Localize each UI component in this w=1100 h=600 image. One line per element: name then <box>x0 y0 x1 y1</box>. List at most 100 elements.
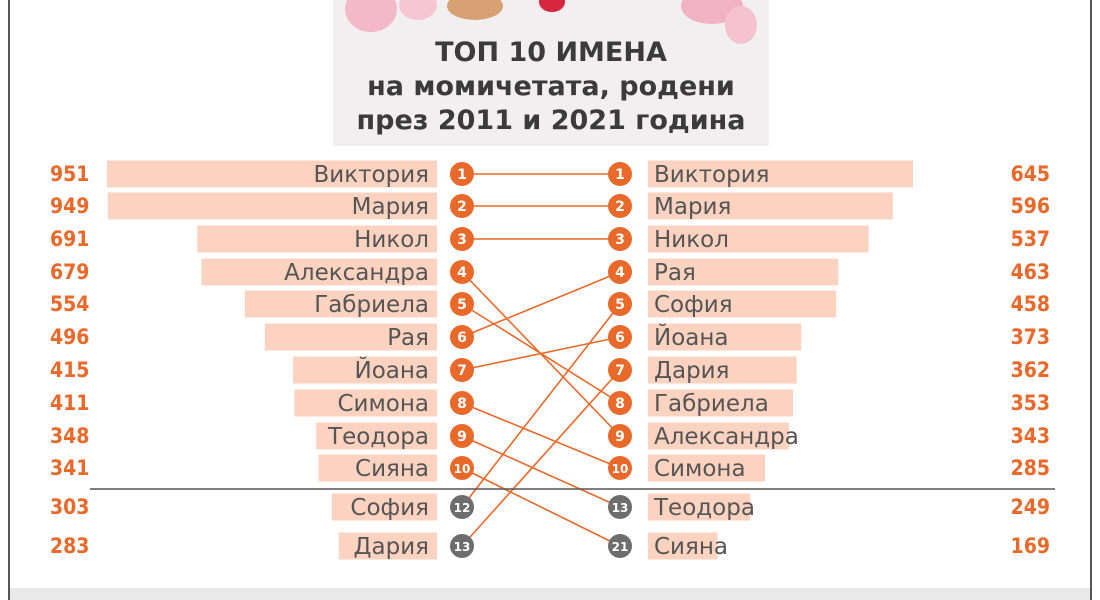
value-2011-София: 303 <box>50 495 89 519</box>
name-2021-Рая: Рая <box>654 260 696 286</box>
name-2011-Никол: Никол <box>354 227 429 253</box>
bar-2011-Рая <box>264 323 437 351</box>
rank-2011-Сияна <box>450 456 474 480</box>
bar-2021-Никол <box>648 225 869 253</box>
bar-2021-Дария <box>648 356 797 384</box>
bar-2021-Симона <box>648 454 766 482</box>
name-2011-София: София <box>350 495 429 521</box>
rank-2011-Виктория <box>450 162 474 186</box>
rank-2021-Симона <box>608 456 632 480</box>
title-line-1: ТОП 10 ИМЕНА <box>435 37 667 68</box>
rank-label-2011-Мария: 2 <box>457 199 467 215</box>
bar-2011-Йоана <box>292 356 437 384</box>
link-София <box>461 303 621 508</box>
bar-2021-Виктория <box>648 160 913 188</box>
rank-2011-София <box>450 495 474 519</box>
rank-label-2021-Никол: 3 <box>615 232 625 248</box>
rank-label-2021-Йоана: 6 <box>615 330 625 346</box>
rank-label-2021-Теодора: 13 <box>612 501 629 515</box>
title-line-2: на момичетата, родени <box>367 71 735 102</box>
rank-label-2021-Мария: 2 <box>615 199 625 215</box>
name-2011-Теодора: Теодора <box>327 424 429 450</box>
value-2011-Александра: 679 <box>50 260 89 284</box>
link-Теодора <box>461 435 621 508</box>
chart-title: ТОП 10 ИМЕНА на момичетата, родени през … <box>333 36 769 138</box>
bar-2011-Никол <box>197 225 437 253</box>
link-Симона <box>461 402 621 469</box>
name-2021-Теодора: Теодора <box>653 495 755 521</box>
name-2011-Виктория: Виктория <box>314 162 429 188</box>
value-2011-Дария: 283 <box>50 534 89 558</box>
rank-label-2021-Александра: 9 <box>615 429 625 445</box>
rank-2011-Рая <box>450 325 474 349</box>
rank-label-2021-Дария: 7 <box>615 363 625 379</box>
link-Рая <box>461 271 621 338</box>
value-2021-Теодора: 249 <box>1011 495 1050 519</box>
rank-label-2011-София: 12 <box>454 501 471 515</box>
rank-2021-София <box>608 292 632 316</box>
name-2021-Симона: Симона <box>654 456 746 482</box>
bar-2011-Дария <box>338 532 437 560</box>
rank-label-2011-Габриела: 5 <box>457 297 467 313</box>
rank-label-2021-Сияна: 21 <box>612 540 629 554</box>
rank-2021-Рая <box>608 260 632 284</box>
bar-2011-Теодора <box>316 422 437 450</box>
value-2021-Габриела: 353 <box>1011 391 1050 415</box>
cherry-toy <box>539 0 565 12</box>
rank-label-2021-Габриела: 8 <box>615 396 625 412</box>
name-2021-Александра: Александра <box>654 424 799 450</box>
rank-label-2011-Виктория: 1 <box>457 167 467 183</box>
rank-label-2021-Виктория: 1 <box>615 167 625 183</box>
value-2011-Теодора: 348 <box>50 424 89 448</box>
name-2021-Мария: Мария <box>654 194 731 220</box>
value-2021-Дария: 362 <box>1011 358 1050 382</box>
title-line-3: през 2011 и 2021 година <box>356 105 746 136</box>
rank-2021-Теодора <box>608 495 632 519</box>
rank-2021-Виктория <box>608 162 632 186</box>
rank-2021-Дария <box>608 358 632 382</box>
rank-label-2011-Симона: 8 <box>457 396 467 412</box>
rank-label-2021-София: 5 <box>615 297 625 313</box>
rank-label-2011-Рая: 6 <box>457 330 467 346</box>
value-2011-Рая: 496 <box>50 325 89 349</box>
name-2011-Йоана: Йоана <box>354 356 429 384</box>
rank-2011-Йоана <box>450 358 474 382</box>
name-2011-Дария: Дария <box>354 534 429 560</box>
rank-links <box>461 173 621 547</box>
bar-2011-Габриела <box>244 290 437 318</box>
bar-2021-Мария <box>648 192 893 220</box>
name-2011-Симона: Симона <box>337 391 429 417</box>
rank-label-2011-Йоана: 7 <box>457 363 467 379</box>
bars <box>107 160 913 560</box>
labels: Виктория951Мария949Никол691Александра679… <box>50 162 1050 560</box>
rank-label-2011-Александра: 4 <box>457 265 467 281</box>
header-photo <box>333 0 769 146</box>
bar-2021-Сияна <box>648 532 718 560</box>
value-2011-Сияна: 341 <box>50 456 89 480</box>
rank-label-2021-Симона: 10 <box>612 462 629 476</box>
rank-2021-Габриела <box>608 391 632 415</box>
value-2011-Никол: 691 <box>50 227 89 251</box>
rank-2021-Мария <box>608 194 632 218</box>
rank-2011-Никол <box>450 227 474 251</box>
rank-label-2011-Никол: 3 <box>457 232 467 248</box>
rank-2021-Йоана <box>608 325 632 349</box>
name-2021-Дария: Дария <box>654 358 729 384</box>
name-2021-София: София <box>654 292 733 318</box>
bar-2021-Теодора <box>648 493 751 521</box>
bar-2021-Александра <box>648 422 789 450</box>
bar-2021-Габриела <box>648 389 794 417</box>
name-2011-Сияна: Сияна <box>355 456 429 482</box>
link-Йоана <box>461 336 621 371</box>
rank-2011-Симона <box>450 391 474 415</box>
name-2011-Мария: Мария <box>352 194 429 220</box>
value-2021-Рая: 463 <box>1011 260 1050 284</box>
value-2021-Йоана: 373 <box>1011 325 1050 349</box>
name-2011-Рая: Рая <box>387 325 429 351</box>
rank-2021-Александра <box>608 424 632 448</box>
rank-2011-Мария <box>450 194 474 218</box>
pink-bootie-right-2 <box>725 6 757 44</box>
link-Дария <box>461 369 621 547</box>
